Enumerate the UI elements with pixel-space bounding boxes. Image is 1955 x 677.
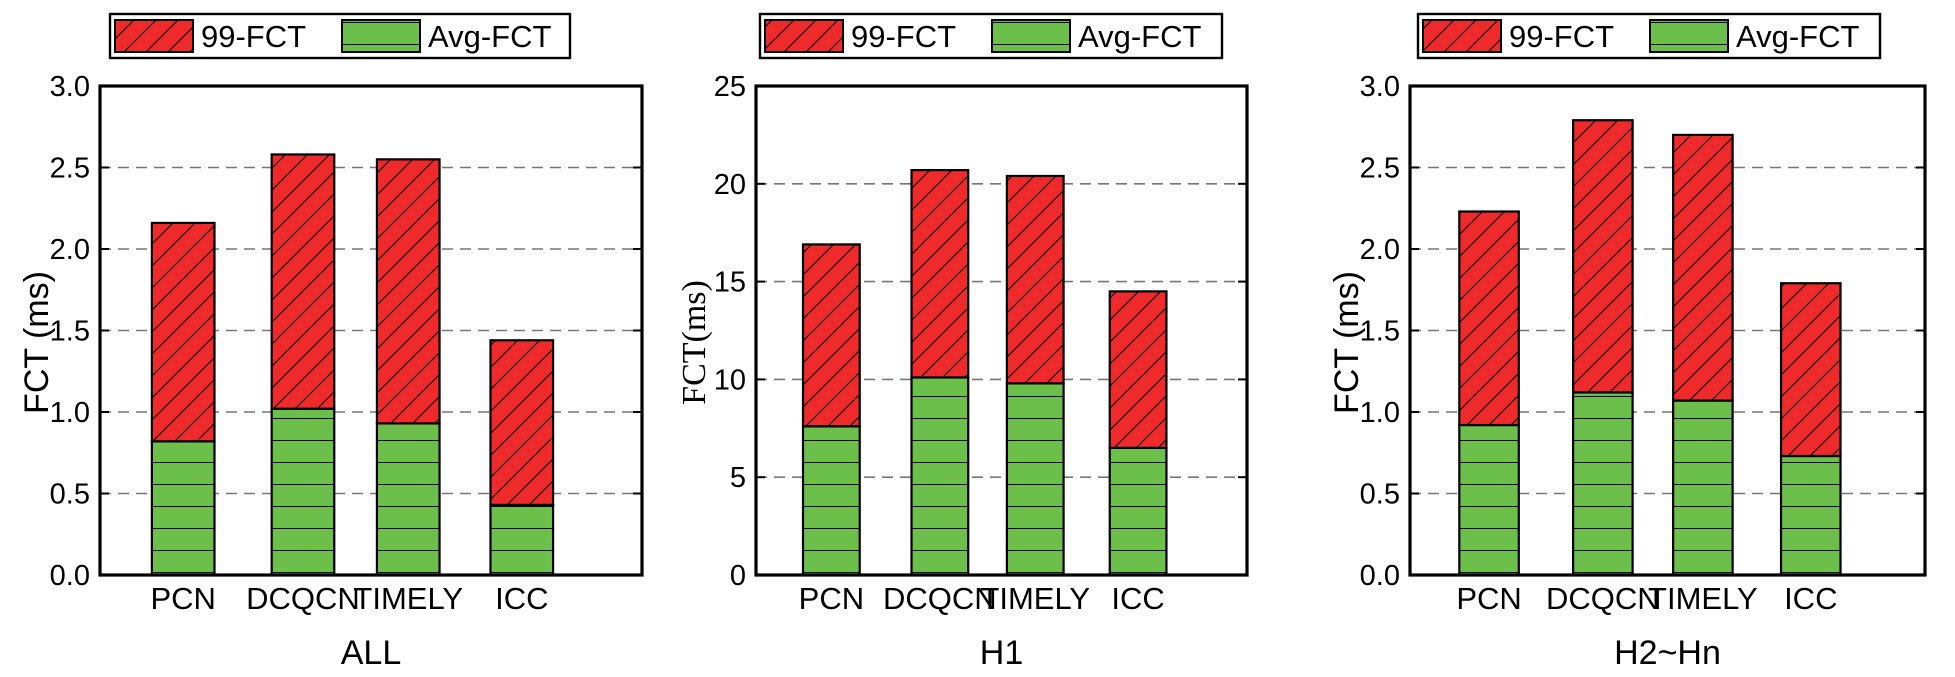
y-tick-label: 3.0 <box>50 71 90 103</box>
y-tick-label: 3.0 <box>1360 71 1400 103</box>
y-tick-label: 2.5 <box>50 153 90 185</box>
legend-label: Avg-FCT <box>428 19 552 54</box>
x-tick-label: DCQCN <box>883 581 997 616</box>
y-tick-label: 1.5 <box>50 316 90 348</box>
y-tick-label: 15 <box>714 267 746 299</box>
x-tick-label: TIMELY <box>353 581 463 616</box>
legend-label: Avg-FCT <box>1078 19 1202 54</box>
y-axis-label: FCT(ms) <box>676 280 713 405</box>
subplot-title: H1 <box>980 634 1023 672</box>
legend-swatch <box>764 19 844 53</box>
legend: 99-FCT Avg-FCT <box>758 12 1224 60</box>
bar-avg-fct <box>1108 446 1168 577</box>
y-tick-label: 0 <box>730 560 746 592</box>
bar-99-fct <box>1779 282 1842 458</box>
x-tick-label: TIMELY <box>1648 581 1758 616</box>
bar-avg-fct <box>801 425 861 577</box>
bar-99-fct <box>1672 133 1734 402</box>
bar-99-fct <box>150 221 216 443</box>
legend-label: 99-FCT <box>201 19 306 54</box>
bar-avg-fct <box>489 503 555 577</box>
legend: 99-FCT Avg-FCT <box>1416 12 1882 60</box>
bar-avg-fct <box>1005 382 1065 577</box>
legend-swatch <box>1649 19 1729 53</box>
bar-99-fct <box>801 243 861 428</box>
y-tick-label: 25 <box>714 71 746 103</box>
bar-avg-fct <box>270 407 336 577</box>
legend-swatch <box>991 19 1071 53</box>
bar-99-fct <box>270 153 336 410</box>
bar-99-fct <box>375 158 441 425</box>
legend-label: Avg-FCT <box>1736 19 1860 54</box>
bar-avg-fct <box>1672 399 1734 577</box>
bar-avg-fct <box>150 440 216 577</box>
x-tick-label: ICC <box>1784 581 1837 616</box>
y-axis-label: FCT (ms) <box>18 271 56 414</box>
y-tick-label: 1.0 <box>1360 397 1400 429</box>
bar-99-fct <box>1572 119 1634 394</box>
y-tick-label: 1.5 <box>1360 316 1400 348</box>
y-axis-label: FCT (ms) <box>1328 271 1366 414</box>
x-tick-label: DCQCN <box>1546 581 1660 616</box>
bar-99-fct <box>489 339 555 507</box>
plot-frame <box>98 84 644 577</box>
plot-frame <box>1408 84 1927 577</box>
y-tick-label: 0.0 <box>1360 560 1400 592</box>
y-tick-label: 0.5 <box>50 479 90 511</box>
x-tick-label: PCN <box>150 581 215 616</box>
y-tick-label: 5 <box>730 462 746 494</box>
plot-frame <box>754 84 1249 577</box>
y-tick-label: 20 <box>714 169 746 201</box>
x-tick-label: ICC <box>1111 581 1164 616</box>
bar-avg-fct <box>1572 391 1634 577</box>
bar-avg-fct <box>375 422 441 577</box>
x-tick-label: PCN <box>799 581 864 616</box>
bar-avg-fct <box>910 376 970 577</box>
bar-avg-fct <box>1779 454 1842 577</box>
x-tick-label: TIMELY <box>980 581 1090 616</box>
bar-99-fct <box>910 169 970 379</box>
bar-99-fct <box>1005 174 1065 385</box>
x-tick-label: PCN <box>1456 581 1521 616</box>
legend-swatch <box>1422 19 1502 53</box>
bar-99-fct <box>1108 290 1168 449</box>
bar-99-fct <box>1458 210 1520 427</box>
legend-label: 99-FCT <box>851 19 956 54</box>
legend: 99-FCT Avg-FCT <box>108 12 572 60</box>
legend-label: 99-FCT <box>1509 19 1614 54</box>
legend-swatch <box>341 19 421 53</box>
y-tick-label: 10 <box>714 364 746 396</box>
y-tick-label: 1.0 <box>50 397 90 429</box>
y-tick-label: 0.5 <box>1360 479 1400 511</box>
y-tick-label: 0.0 <box>50 560 90 592</box>
bar-avg-fct <box>1458 423 1520 577</box>
legend-swatch <box>114 19 194 53</box>
y-tick-label: 2.0 <box>50 234 90 266</box>
x-tick-label: ICC <box>495 581 548 616</box>
y-tick-label: 2.0 <box>1360 234 1400 266</box>
x-tick-label: DCQCN <box>246 581 360 616</box>
subplot-title: H2~Hn <box>1614 634 1721 672</box>
subplot-title: ALL <box>341 634 402 672</box>
y-tick-label: 2.5 <box>1360 153 1400 185</box>
